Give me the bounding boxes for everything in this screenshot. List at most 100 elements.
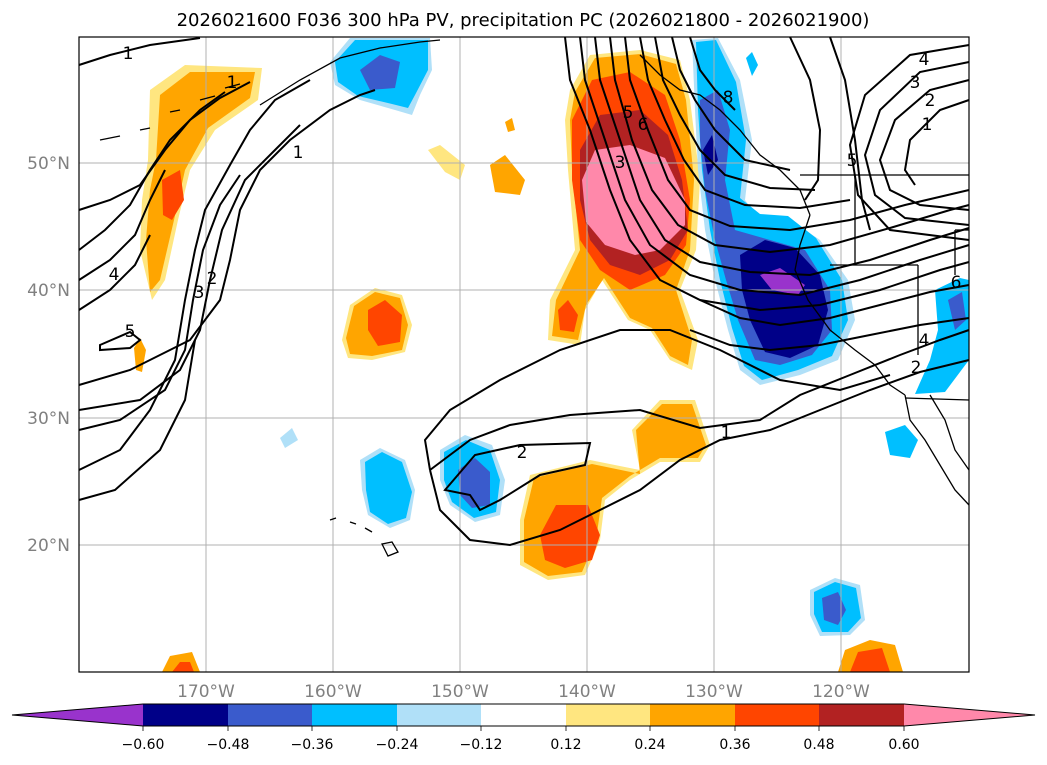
coast-hawaii [329, 517, 399, 557]
lat-label-50: 50°N [27, 154, 70, 174]
colorbar-swatch-p036 [735, 704, 819, 726]
lon-label-140: 140°W [558, 682, 616, 702]
contour-east-3 [863, 61, 970, 226]
lat-label-20: 20°N [27, 536, 70, 556]
contour-ne-i [689, 36, 736, 111]
contour-nw-inner4 [78, 234, 151, 311]
lon-axis: 170°W 160°W 150°W 140°W 130°W 120°W [177, 682, 870, 702]
shade-east-blue-dark [948, 292, 966, 330]
colorbar: −0.60 −0.48 −0.36 −0.24 −0.12 0.12 0.24 … [11, 703, 1036, 753]
contour-mid-1 [429, 329, 970, 471]
contour-nw-2 [78, 124, 301, 411]
lon-label-150: 150°W [431, 682, 489, 702]
shade-north-blue-dark [360, 55, 400, 90]
contour-nw-3 [78, 174, 241, 431]
colorbar-swatch-p024 [650, 704, 735, 726]
colorbar-under-arrow [12, 704, 143, 726]
shade-nw-streak-orange [146, 72, 255, 292]
contour-nw-inner1 [78, 81, 251, 211]
contour-ne-inner-low2 [689, 317, 970, 352]
colorbar-tick-label: −0.48 [207, 737, 250, 753]
contour-mid-outer [429, 359, 970, 547]
coast-alaska-peninsula [259, 39, 441, 106]
contour-east-4 [848, 44, 970, 241]
lon-label-120: 120°W [812, 682, 870, 702]
lat-label-40: 40°N [27, 281, 70, 301]
colorbar-tick-label: −0.60 [122, 737, 165, 753]
clabel-w-4: 4 [919, 331, 930, 351]
shade-east-blue-dot [885, 425, 918, 458]
lat-axis: 50°N 40°N 30°N 20°N [27, 154, 70, 556]
clabel-nw-1c: 1 [293, 143, 304, 163]
colorbar-swatch-n024 [397, 704, 481, 726]
map-panel: 1 1 1 4 5 3 2 2 1 5 6 3 8 5 4 3 2 1 6 4 … [78, 36, 970, 673]
shade-center-red [368, 300, 402, 346]
shade-nw-streak-red [162, 170, 184, 220]
colorbar-tick-label: 0.60 [888, 737, 919, 753]
shade-south-blue-dark [822, 592, 846, 625]
contour-ne-e [624, 36, 970, 232]
shade-south-red-right [850, 648, 890, 672]
contour-mid-2 [443, 441, 592, 512]
colorbar-ticks [142, 726, 905, 731]
colorbar-swatch-p048 [819, 704, 904, 726]
contour-ne-h [671, 36, 791, 171]
contour-mid-link [423, 329, 891, 471]
clabel-nw-4: 4 [109, 265, 120, 285]
contour-east-1 [903, 99, 970, 186]
clabel-e-2: 2 [925, 91, 936, 111]
graticule [79, 37, 969, 672]
coast-baja [904, 394, 970, 506]
border-states [830, 175, 969, 355]
clabel-ne-8: 8 [723, 88, 734, 108]
coast-aleutians [99, 83, 241, 141]
contour-east-b [829, 36, 871, 231]
colorbar-tick-label: 0.48 [803, 737, 834, 753]
contour-ne-g [654, 36, 816, 191]
colorbar-tick-label: 0.36 [719, 737, 750, 753]
shade-sw-red [540, 505, 600, 568]
colorbar-tick-label: −0.24 [376, 737, 419, 753]
clabel-e-4: 4 [919, 50, 930, 70]
clabel-nw-5: 5 [125, 322, 136, 342]
colorbar-swatch-n048 [228, 704, 312, 726]
clabel-w-6: 6 [951, 273, 962, 293]
map-frame [78, 36, 970, 673]
contour-ne-b [579, 36, 970, 297]
contour-east-2 [878, 79, 970, 211]
contour-nw-closed [99, 330, 142, 352]
clabel-nw-2: 2 [207, 269, 218, 289]
shade-south-red-left [172, 662, 194, 672]
contour-ne-a [564, 36, 970, 312]
colorbar-tick-label: −0.12 [460, 737, 503, 753]
colorbar-tick-label: 0.12 [550, 737, 581, 753]
contour-nw-1-top [78, 37, 201, 66]
coastlines [99, 39, 970, 557]
colorbar-swatch-n060 [143, 704, 228, 726]
pv-contours [78, 36, 970, 547]
shade-dot-blue [280, 428, 298, 448]
coast-british-columbia [639, 54, 811, 216]
lat-label-30: 30°N [27, 409, 70, 429]
contour-labels: 1 1 1 4 5 3 2 2 1 5 6 3 8 5 4 3 2 1 6 4 … [109, 44, 962, 463]
clabel-w-2: 2 [911, 358, 922, 378]
colorbar-over-arrow [904, 704, 1035, 726]
colorbar-tick-label: 0.24 [634, 737, 665, 753]
lon-label-170: 170°W [177, 682, 235, 702]
figure-title: 2026021600 F036 300 hPa PV, precipitatio… [177, 10, 870, 31]
contour-nw-inner2 [78, 91, 226, 251]
contour-east-a [789, 36, 822, 201]
coast-us-west [794, 214, 906, 396]
clabel-nw-1b: 1 [227, 73, 238, 93]
colorbar-swatch-p012 [566, 704, 650, 726]
contour-ne-d [609, 36, 970, 254]
lon-label-130: 130°W [685, 682, 743, 702]
colorbar-tick-label: −0.36 [291, 737, 334, 753]
contour-ne-c [594, 36, 970, 277]
lon-label-160: 160°W [304, 682, 362, 702]
colorbar-swatch-zero [481, 704, 566, 726]
clabel-e-3: 3 [910, 73, 921, 93]
contour-nw-5 [78, 339, 196, 501]
